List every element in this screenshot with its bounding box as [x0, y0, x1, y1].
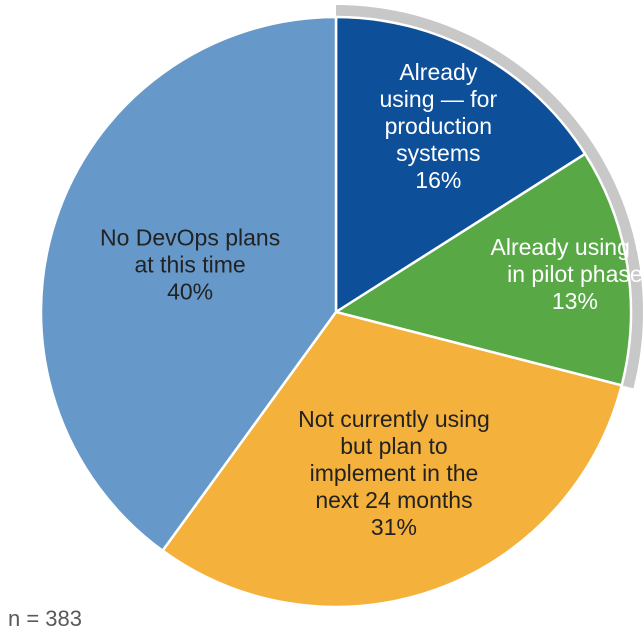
- slice-value-label: 40%: [167, 279, 213, 305]
- pie-slice-2: [332, 152, 633, 387]
- slice-label-line: next 24 months: [315, 487, 472, 513]
- slice-label-2: Already using — in pilot phase 13%: [491, 234, 644, 314]
- slice-label-4: No DevOps plans at this time 40%: [100, 225, 280, 305]
- slice-label-line: Not currently using: [298, 406, 490, 432]
- slice-value-label: 31%: [371, 514, 417, 540]
- sample-size-note: n = 383: [8, 606, 83, 631]
- slice-label-line: production: [385, 113, 492, 139]
- slice-label-line: implement in the: [310, 460, 479, 486]
- slice-label-3: Not currently using but plan to implement …: [298, 406, 490, 540]
- slice-value-label: 16%: [415, 167, 461, 193]
- slice-value-label: 13%: [552, 288, 598, 314]
- pie-slice-3: [160, 310, 624, 609]
- pie-slice-4: [39, 15, 338, 553]
- slice-label-line: but plan to: [340, 433, 447, 459]
- slice-label-line: at this time: [134, 252, 245, 278]
- slice-label-line: using — for: [380, 86, 498, 112]
- slice-label-line: in pilot phase: [507, 261, 643, 287]
- slice-label-1: Already using — for production systems 16%: [380, 59, 498, 193]
- slice-label-line: Already: [399, 59, 477, 85]
- slice-label-line: No DevOps plans: [100, 225, 280, 251]
- pie-slice-1: [334, 15, 587, 315]
- slice-label-line: Already using —: [491, 234, 644, 260]
- slice-label-line: systems: [396, 140, 480, 166]
